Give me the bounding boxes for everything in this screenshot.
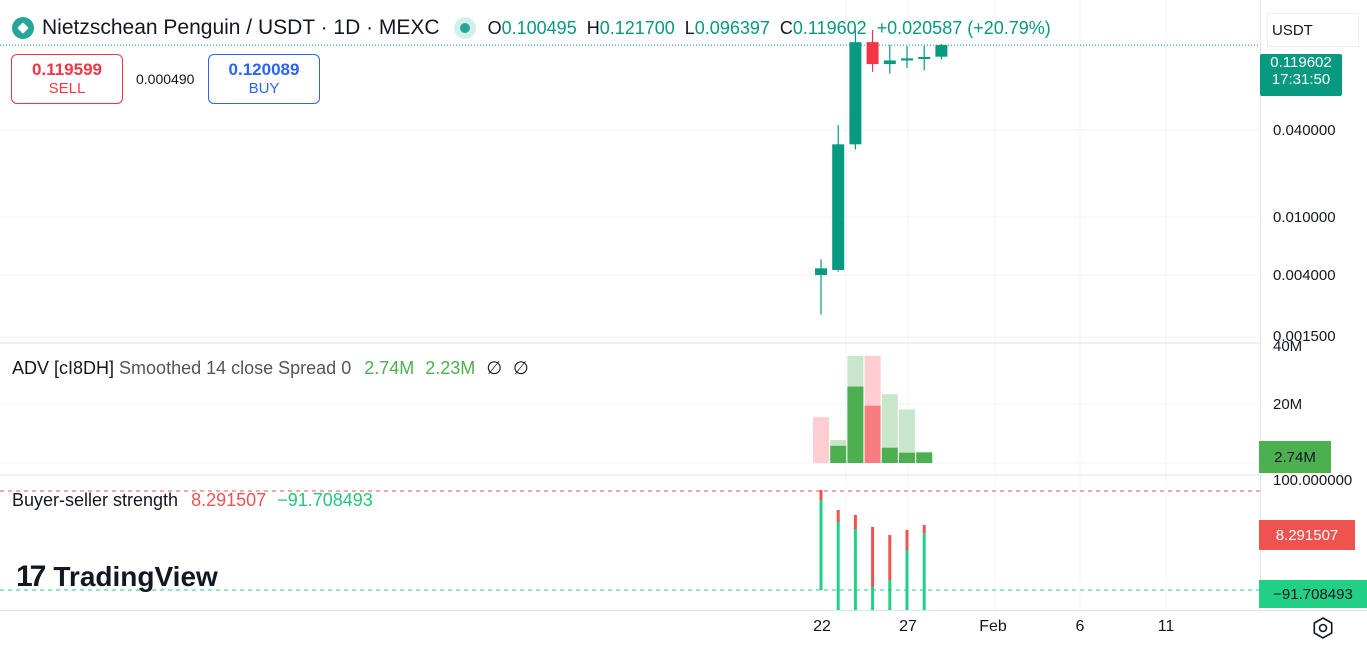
adv-bar bbox=[847, 386, 864, 463]
close-key: C bbox=[779, 17, 793, 38]
bs-legend[interactable]: Buyer-seller strength 8.291507 −91.70849… bbox=[12, 490, 373, 511]
bs-green-value: −91.708493 bbox=[277, 490, 373, 510]
countdown-value: 17:31:50 bbox=[1271, 71, 1331, 88]
bs-bar-red bbox=[836, 510, 840, 522]
candle-body bbox=[883, 60, 896, 65]
low-value: 0.096397 bbox=[694, 17, 770, 38]
bs-title: Buyer-seller strength bbox=[12, 490, 179, 510]
bs-bar-red bbox=[819, 490, 823, 500]
buy-price: 0.120089 bbox=[228, 60, 300, 79]
last-price-value: 0.119602 bbox=[1270, 54, 1332, 71]
chart-settings-icon[interactable] bbox=[1312, 617, 1334, 639]
time-label: 6 bbox=[1075, 618, 1085, 635]
chart-plot[interactable] bbox=[0, 0, 1260, 610]
sell-button[interactable]: 0.119599 SELL bbox=[11, 54, 123, 104]
buy-label: BUY bbox=[248, 80, 280, 97]
bs-green-badge: −91.708493 bbox=[1259, 580, 1367, 608]
adv-bar-bg bbox=[813, 417, 829, 463]
time-label: Feb bbox=[979, 618, 1007, 635]
open-key: O bbox=[487, 17, 502, 38]
price-scale[interactable] bbox=[1260, 0, 1367, 610]
bs-bar-red bbox=[888, 535, 892, 580]
candle-body bbox=[935, 45, 948, 57]
buy-button[interactable]: 0.120089 BUY bbox=[208, 54, 320, 104]
adv-bar-bg bbox=[881, 394, 898, 463]
bs-red-value: 8.291507 bbox=[191, 490, 267, 510]
high-value: 0.121700 bbox=[599, 17, 675, 38]
time-label: 27 bbox=[899, 618, 917, 635]
adv-na-2: ∅ bbox=[513, 358, 529, 378]
bs-bar-green bbox=[888, 580, 892, 610]
symbol-legend: Nietzschean Penguin / USDT · 1D · MEXC O… bbox=[12, 16, 1051, 40]
high-key: H bbox=[586, 17, 600, 38]
bs-bar-green bbox=[905, 550, 909, 610]
adv-value-1: 2.74M bbox=[364, 358, 415, 378]
market-open-icon bbox=[453, 17, 476, 39]
bs-tick: 100.000000 bbox=[1273, 472, 1353, 489]
bs-bar-green bbox=[853, 529, 857, 610]
candle-body bbox=[901, 58, 913, 61]
tradingview-logo[interactable]: 17 TradingView bbox=[16, 560, 218, 594]
bs-bar-green bbox=[836, 522, 840, 610]
price-tick: 0.001500 bbox=[1273, 328, 1336, 345]
adv-tick: 20M bbox=[1273, 396, 1303, 413]
change-value: +0.020587 (+20.79%) bbox=[876, 17, 1051, 38]
candle-body bbox=[918, 57, 931, 60]
adv-bar-bg bbox=[899, 409, 915, 463]
bs-bar-green bbox=[922, 533, 926, 610]
bs-bar-green bbox=[819, 500, 823, 590]
bs-bar-red bbox=[905, 530, 909, 550]
open-value: 0.100495 bbox=[501, 17, 577, 38]
adv-params: Smoothed 14 close Spread 0 bbox=[119, 358, 352, 378]
chart-area[interactable] bbox=[0, 0, 1260, 610]
price-tick: 0.010000 bbox=[1273, 209, 1336, 226]
time-axis[interactable] bbox=[0, 610, 1367, 650]
bs-bar-red bbox=[922, 525, 926, 534]
price-tick: 0.004000 bbox=[1273, 267, 1336, 284]
bs-bar-red bbox=[853, 515, 857, 529]
low-key: L bbox=[684, 17, 695, 38]
last-price-badge: 0.119602 17:31:50 bbox=[1260, 54, 1342, 96]
currency-selector[interactable]: USDT bbox=[1268, 14, 1358, 46]
tradingview-logo-text: TradingView bbox=[53, 561, 218, 592]
symbol-logo-icon bbox=[12, 17, 34, 39]
adv-bar bbox=[864, 405, 881, 463]
adv-na-1: ∅ bbox=[486, 358, 502, 378]
time-label: 11 bbox=[1157, 618, 1175, 635]
sell-price: 0.119599 bbox=[32, 60, 102, 79]
adv-bar bbox=[916, 452, 933, 463]
spread-value: 0.000490 bbox=[136, 71, 195, 87]
bs-bar-red bbox=[871, 527, 875, 587]
adv-tick: 40M bbox=[1273, 338, 1303, 355]
adv-bar bbox=[830, 445, 847, 463]
tradingview-logo-icon: 17 bbox=[16, 560, 46, 593]
adv-title: ADV [cI8DH] bbox=[12, 358, 115, 378]
price-tick: 0.040000 bbox=[1273, 122, 1336, 139]
adv-legend[interactable]: ADV [cI8DH] Smoothed 14 close Spread 0 2… bbox=[12, 358, 529, 379]
sell-label: SELL bbox=[48, 80, 86, 97]
close-value: 0.119602 bbox=[792, 17, 867, 38]
time-label: 22 bbox=[813, 618, 831, 635]
candle-body bbox=[849, 42, 862, 145]
bs-bar-green bbox=[871, 587, 875, 610]
ohlc-values: O0.100495 H0.121700 L0.096397 C0.119602 … bbox=[488, 18, 1051, 39]
symbol-title[interactable]: Nietzschean Penguin / USDT · 1D · MEXC bbox=[42, 16, 440, 39]
bs-red-badge: 8.291507 bbox=[1259, 520, 1355, 550]
adv-value-2: 2.23M bbox=[425, 358, 476, 378]
adv-bar bbox=[899, 452, 915, 463]
adv-value-badge: 2.74M bbox=[1259, 441, 1331, 473]
adv-bar bbox=[881, 447, 898, 463]
candle-body bbox=[866, 42, 879, 65]
candle-body bbox=[832, 144, 845, 270]
candle-body bbox=[815, 268, 827, 276]
